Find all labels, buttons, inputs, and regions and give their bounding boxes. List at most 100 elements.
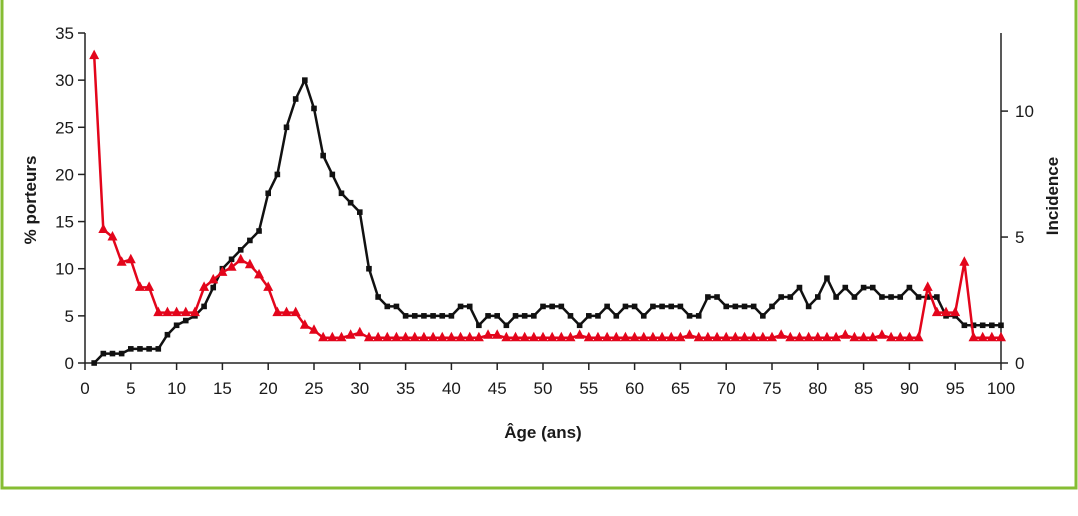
data-point (189, 306, 200, 317)
data-point (538, 331, 548, 342)
data-point (171, 306, 182, 317)
data-point (347, 199, 354, 206)
data-point (466, 303, 473, 310)
data-point (794, 331, 805, 342)
data-point (146, 346, 152, 352)
data-point (567, 313, 574, 319)
data-point (448, 313, 455, 319)
data-point (684, 329, 695, 339)
data-point (384, 303, 391, 310)
y2-tick-label: 5 (1015, 228, 1024, 247)
data-point (760, 313, 766, 319)
data-point (382, 331, 393, 342)
data-point (336, 331, 347, 342)
y-tick-label: 30 (55, 71, 74, 90)
x-tick-label: 35 (396, 379, 415, 398)
data-point (741, 303, 748, 310)
data-point (622, 303, 629, 310)
data-point (950, 306, 961, 317)
data-point (411, 313, 418, 319)
data-point (428, 331, 439, 342)
y2-axis-ticks: 0 5 10 (1001, 102, 1034, 373)
data-point (373, 331, 384, 342)
data-point (439, 313, 446, 319)
data-point (391, 331, 402, 342)
data-point (446, 331, 457, 342)
data-point (354, 326, 365, 337)
data-point (604, 303, 610, 310)
data-point (574, 329, 585, 339)
data-point (913, 331, 924, 342)
y-axis-title: % porteurs (21, 156, 40, 245)
data-point (767, 331, 777, 342)
data-point (309, 324, 319, 334)
data-point (455, 331, 466, 342)
data-point (180, 306, 191, 317)
data-point (292, 96, 299, 102)
x-tick-label: 45 (488, 379, 507, 398)
data-point (512, 313, 519, 319)
data-point (464, 331, 475, 342)
data-point (631, 303, 638, 310)
data-point (430, 313, 436, 319)
data-point (265, 190, 271, 197)
data-point (869, 284, 876, 291)
data-point (613, 313, 620, 319)
x-tick-label: 40 (442, 379, 461, 398)
data-point (201, 303, 207, 310)
y2-tick-label: 10 (1015, 102, 1034, 121)
data-point (879, 294, 885, 300)
data-point (556, 331, 567, 342)
data-point (281, 306, 292, 317)
data-point (906, 284, 913, 291)
data-point (986, 331, 997, 342)
data-point (897, 294, 904, 300)
data-point (375, 294, 381, 300)
data-point (686, 313, 693, 319)
data-point (134, 281, 145, 291)
data-point (831, 331, 842, 342)
data-point (125, 253, 136, 264)
data-point (876, 329, 887, 339)
data-point (849, 331, 860, 342)
series-1 (91, 77, 1004, 366)
data-point (961, 322, 968, 329)
data-point (867, 331, 878, 342)
x-tick-label: 20 (259, 379, 278, 398)
data-point (199, 281, 210, 291)
x-tick-label: 50 (534, 379, 553, 398)
data-point (895, 331, 906, 342)
y-tick-label: 35 (55, 24, 74, 43)
data-point (164, 331, 171, 338)
data-point (620, 331, 631, 342)
x-tick-label: 15 (213, 379, 232, 398)
data-point (977, 331, 988, 342)
data-point (739, 331, 750, 342)
x-tick-label: 5 (126, 379, 135, 398)
data-point (272, 306, 283, 317)
data-point (363, 331, 374, 342)
data-point (778, 294, 784, 300)
data-point (503, 322, 510, 329)
data-point (812, 331, 823, 342)
data-point (519, 331, 530, 342)
data-point (247, 237, 253, 244)
data-point (327, 331, 338, 342)
data-point (256, 228, 262, 234)
data-point (109, 350, 116, 357)
x-tick-label: 10 (167, 379, 186, 398)
x-tick-label: 100 (987, 379, 1015, 398)
data-point (886, 331, 897, 342)
data-point (796, 284, 803, 291)
y-tick-label: 20 (55, 165, 74, 184)
data-point (650, 303, 656, 310)
data-point (402, 313, 409, 319)
data-point (210, 284, 217, 291)
data-point (723, 303, 729, 310)
x-tick-label: 80 (808, 379, 827, 398)
data-point (675, 331, 686, 342)
data-point (922, 281, 933, 291)
x-tick-label: 55 (579, 379, 598, 398)
data-point (659, 303, 665, 310)
data-point (100, 350, 107, 357)
